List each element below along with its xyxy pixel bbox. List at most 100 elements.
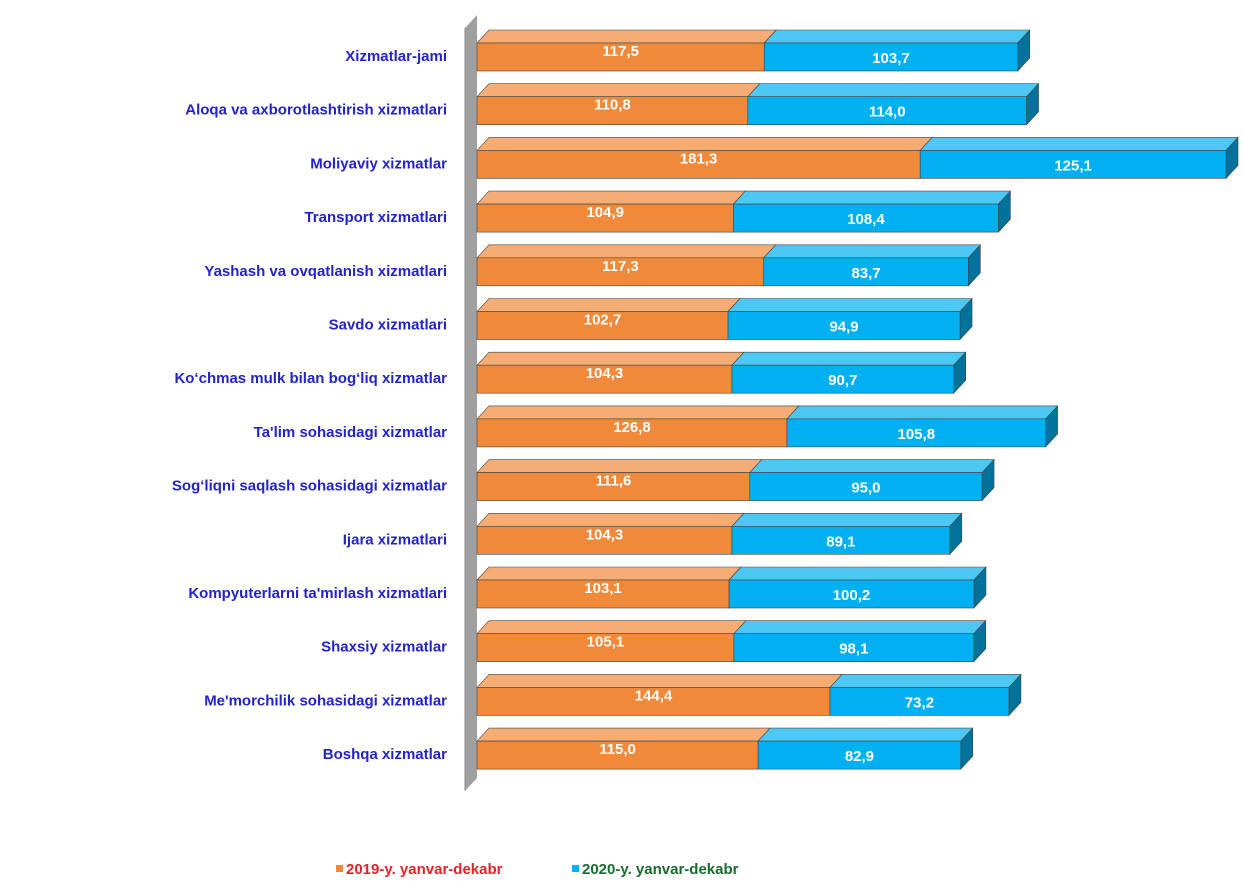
bar-top bbox=[476, 512, 745, 527]
bar-top bbox=[757, 727, 974, 742]
value-label: 117,5 bbox=[602, 43, 639, 60]
value-label: 125,1 bbox=[1054, 157, 1092, 174]
bar-top bbox=[476, 83, 761, 97]
legend-label: 2019-y. yanvar-dekabr bbox=[346, 861, 503, 878]
bar bbox=[757, 740, 962, 770]
bar bbox=[749, 472, 983, 501]
category-label: Kompyuterlarni ta'mirlash xizmatlari bbox=[188, 585, 447, 602]
bar-top bbox=[763, 244, 982, 259]
bar bbox=[731, 525, 951, 555]
category-label: Savdo xizmatlari bbox=[329, 316, 447, 333]
value-label: 114,0 bbox=[869, 104, 906, 121]
legend-swatch bbox=[336, 865, 343, 872]
value-label: 104,3 bbox=[586, 526, 624, 543]
bar bbox=[476, 740, 759, 770]
bar-top bbox=[476, 244, 777, 259]
value-label: 108,4 bbox=[847, 211, 885, 228]
value-label: 115,0 bbox=[599, 741, 636, 758]
bar bbox=[476, 633, 735, 663]
bar bbox=[747, 96, 1027, 125]
value-label: 90,7 bbox=[828, 372, 857, 389]
value-label: 89,1 bbox=[826, 533, 855, 550]
bar-top bbox=[476, 566, 742, 581]
value-label: 103,1 bbox=[584, 580, 622, 597]
bar-top bbox=[476, 29, 777, 44]
category-label: Xizmatlar-jami bbox=[345, 48, 447, 65]
bar-top bbox=[476, 190, 747, 205]
value-label: 94,9 bbox=[829, 318, 858, 335]
bar bbox=[476, 203, 734, 233]
bar-top bbox=[476, 459, 763, 473]
category-label: Ijara xizmatlari bbox=[343, 531, 447, 548]
value-label: 105,8 bbox=[898, 426, 936, 443]
category-label: Me'morchilik sohasidagi xizmatlar bbox=[204, 692, 447, 709]
value-label: 110,8 bbox=[594, 97, 631, 114]
value-label: 82,9 bbox=[845, 748, 874, 765]
bar-top bbox=[786, 405, 1059, 420]
category-label: Aloqa va axborotlashtirish xizmatlari bbox=[185, 102, 447, 119]
bar bbox=[476, 150, 921, 179]
bar bbox=[763, 42, 1019, 72]
legend-swatch bbox=[572, 865, 579, 872]
category-label: Boshqa xizmatlar bbox=[323, 746, 447, 763]
bar-top bbox=[731, 351, 967, 366]
bar-top bbox=[476, 137, 933, 151]
bar-top bbox=[476, 405, 800, 420]
bar-top bbox=[731, 512, 963, 527]
bar bbox=[476, 42, 765, 72]
bar bbox=[476, 525, 733, 555]
category-label: Moliyaviy xizmatlar bbox=[310, 155, 447, 172]
bar-top bbox=[476, 674, 843, 688]
value-label: 105,1 bbox=[587, 634, 625, 651]
bar bbox=[733, 633, 975, 663]
value-label: 83,7 bbox=[851, 265, 880, 282]
bar-top bbox=[919, 137, 1239, 151]
value-label: 104,9 bbox=[586, 204, 624, 221]
bar bbox=[786, 418, 1046, 448]
bar bbox=[731, 364, 954, 394]
bar-top bbox=[476, 351, 745, 366]
bar bbox=[727, 311, 961, 340]
bar-top bbox=[476, 620, 747, 635]
bar-top bbox=[749, 459, 995, 473]
bar bbox=[829, 687, 1010, 716]
bar-top bbox=[733, 620, 987, 635]
value-label: 95,0 bbox=[851, 480, 880, 497]
value-label: 73,2 bbox=[905, 694, 934, 711]
value-label: 103,7 bbox=[872, 50, 910, 67]
category-label: Sog‘liqni saqlash sohasidagi xizmatlar bbox=[172, 478, 447, 495]
value-label: 111,6 bbox=[595, 473, 631, 490]
value-label: 144,4 bbox=[635, 687, 673, 704]
bar bbox=[476, 418, 788, 448]
bar bbox=[476, 311, 729, 340]
category-label: Ta'lim sohasidagi xizmatlar bbox=[254, 424, 448, 441]
bar-top bbox=[747, 83, 1040, 97]
bar-top bbox=[732, 190, 1012, 205]
bar bbox=[476, 364, 733, 394]
value-label: 100,2 bbox=[833, 587, 871, 604]
bar-top bbox=[829, 674, 1022, 688]
category-label: Ko‘chmas mulk bilan bog‘liq xizmatlar bbox=[174, 370, 447, 387]
bar-top bbox=[727, 298, 973, 312]
value-label: 117,3 bbox=[602, 258, 639, 275]
bar bbox=[763, 257, 969, 287]
category-label: Transport xizmatlari bbox=[304, 209, 447, 226]
bar bbox=[919, 150, 1227, 179]
category-label: Yashash va ovqatlanish xizmatlari bbox=[204, 263, 447, 280]
bar bbox=[476, 687, 831, 716]
bar-top bbox=[728, 566, 987, 581]
bar bbox=[733, 203, 999, 233]
legend-label: 2020-y. yanvar-dekabr bbox=[582, 861, 739, 878]
bar bbox=[728, 579, 975, 609]
category-label: Shaxsiy xizmatlar bbox=[321, 639, 447, 656]
value-label: 98,1 bbox=[839, 641, 868, 658]
value-label: 104,3 bbox=[586, 365, 624, 382]
value-label: 181,3 bbox=[680, 150, 718, 167]
bar bbox=[476, 257, 765, 287]
bar-top bbox=[763, 29, 1031, 44]
bar-top bbox=[476, 727, 771, 742]
bar bbox=[476, 96, 749, 125]
axis-wall bbox=[465, 15, 477, 791]
bar-top bbox=[476, 298, 741, 312]
